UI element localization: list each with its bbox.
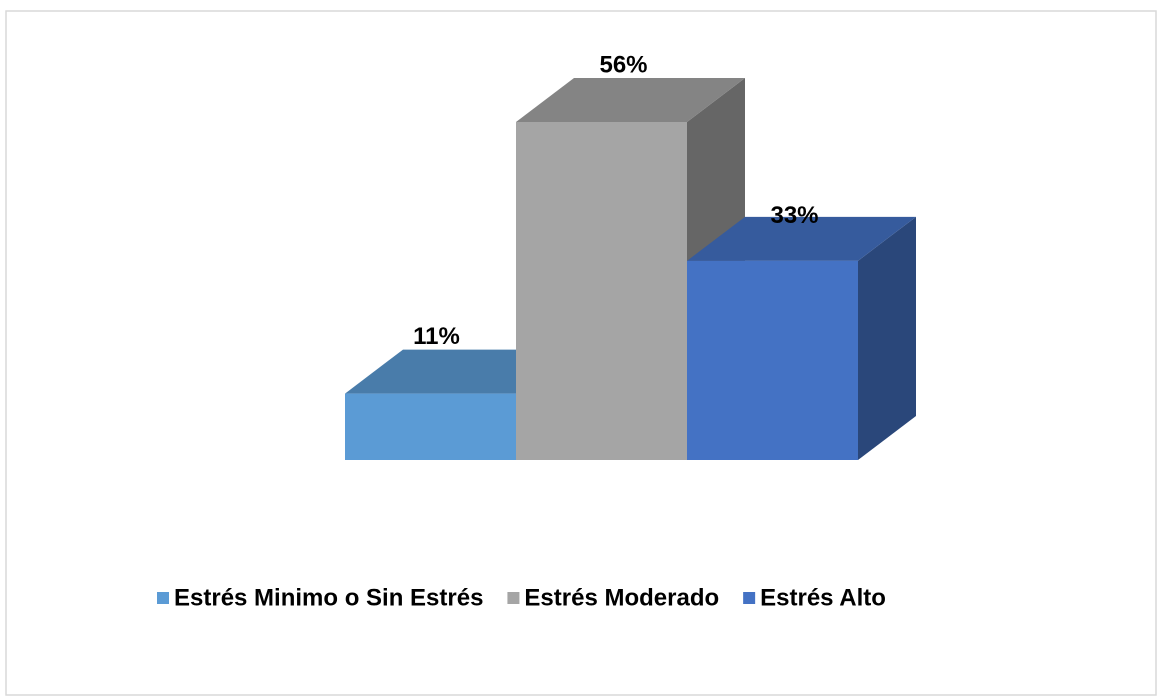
bar <box>345 393 516 460</box>
legend-label: Estrés Minimo o Sin Estrés <box>174 584 483 611</box>
bar-side <box>858 216 916 460</box>
legend-swatch <box>157 592 169 604</box>
bar <box>687 260 858 460</box>
bar-top <box>516 78 745 122</box>
legend-swatch <box>507 592 520 604</box>
legend-swatch <box>743 592 756 604</box>
data-label: 33% <box>770 202 818 229</box>
legend-label: Estrés Moderado <box>524 584 719 611</box>
legend-label: Estrés Alto <box>760 584 886 611</box>
bar <box>516 122 687 460</box>
data-label: 11% <box>413 323 460 350</box>
bar-top <box>687 216 916 261</box>
data-label: 56% <box>599 51 647 78</box>
